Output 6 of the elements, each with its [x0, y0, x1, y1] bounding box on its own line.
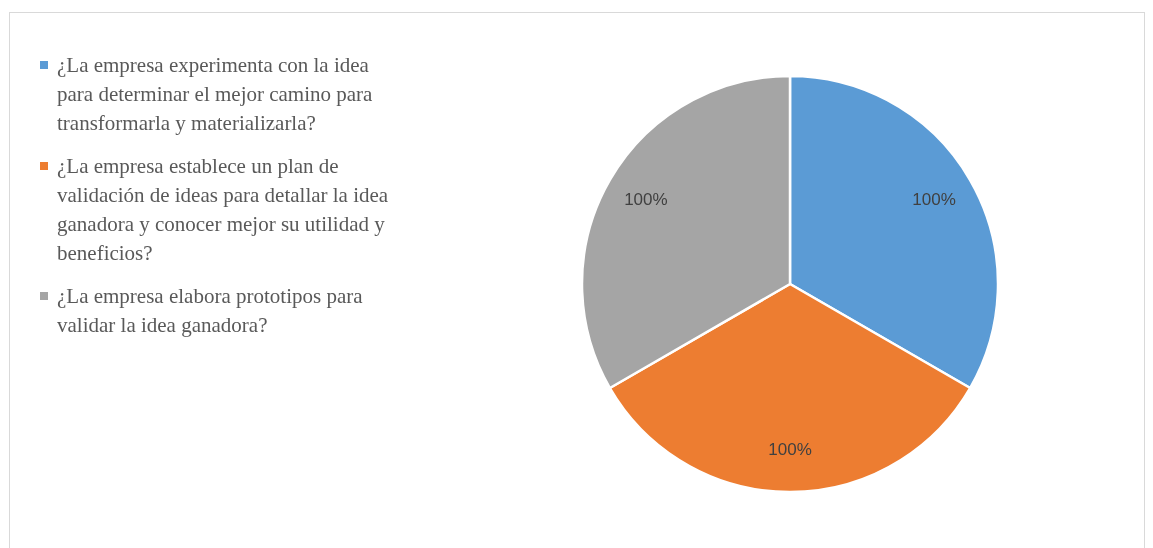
legend-label: ¿La empresa elabora prototipos para validar la idea ganadora?: [57, 284, 364, 337]
data-label: 100%: [624, 190, 668, 210]
legend-label: ¿La empresa experimenta con la idea para determinar el mejor camino para transformarla y materializarla?: [57, 53, 374, 135]
legend-label: ¿La empresa establece un plan de validación de ideas para detallar la idea ganadora y conocer mejor su utilidad y beneficios?: [57, 154, 389, 265]
data-label: 100%: [912, 190, 956, 210]
data-label: 100%: [768, 439, 812, 459]
